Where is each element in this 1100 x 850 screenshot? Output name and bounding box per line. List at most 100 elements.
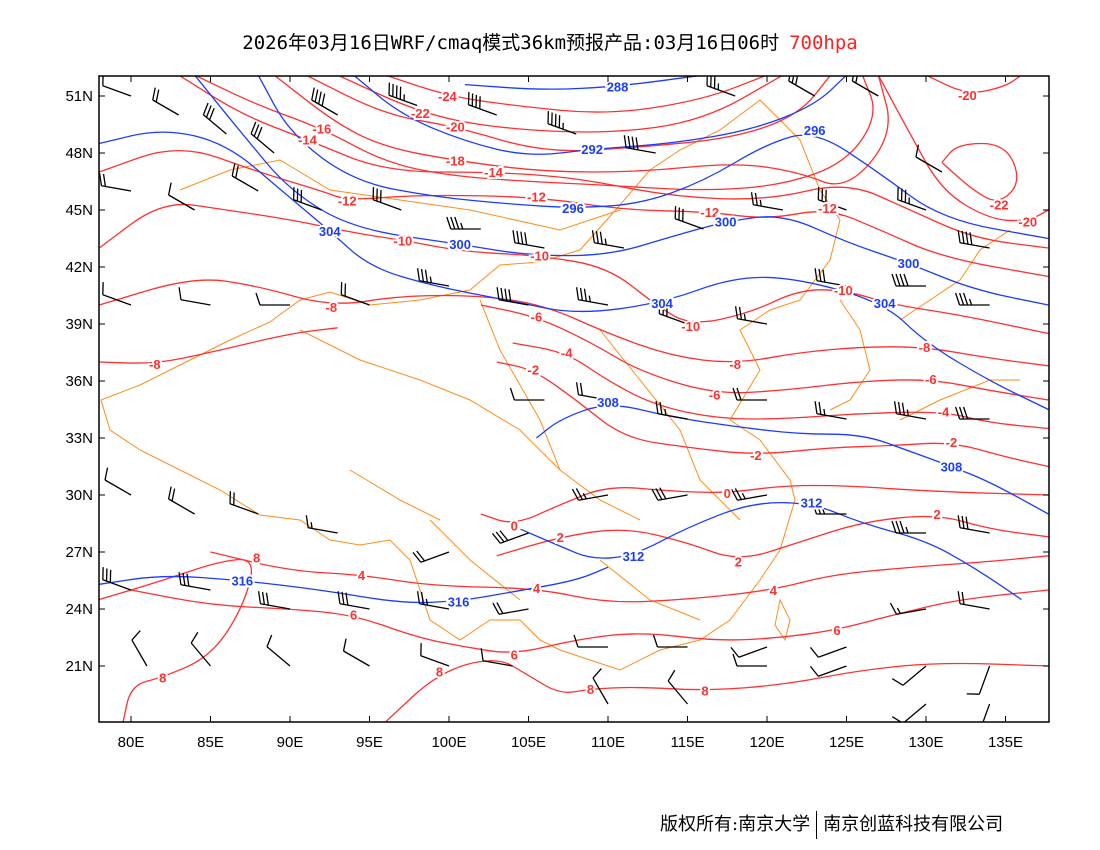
wind-barb — [652, 634, 688, 648]
height-contour-label: 304 — [319, 224, 341, 239]
height-contour-label: 296 — [804, 123, 826, 138]
temperature-contour-line — [496, 515, 1049, 558]
temperature-contour-label: -12 — [527, 190, 546, 205]
temperature-contour-line — [99, 558, 253, 722]
temperature-contour-line — [338, 76, 783, 133]
temperature-contour-label: -8 — [149, 357, 161, 372]
temperature-contour-label: 8 — [587, 682, 594, 697]
height-contour-label: 292 — [581, 142, 603, 157]
height-contour-label: 316 — [231, 574, 253, 589]
wind-barb — [305, 515, 338, 534]
wind-barb — [292, 187, 323, 211]
temperature-contour-label: -12 — [700, 205, 719, 220]
wind-barb — [420, 643, 450, 667]
temperature-contour-line — [480, 484, 1049, 523]
copyright-left: 版权所有:南京大学 — [660, 814, 811, 835]
temperature-contour-line — [99, 327, 338, 364]
wind-barb — [102, 282, 132, 306]
temperature-contour-line — [210, 551, 1049, 603]
height-contour-line — [520, 501, 1022, 601]
wind-barb — [891, 665, 927, 686]
wind-barb — [814, 268, 847, 287]
wind-barb — [416, 268, 450, 287]
wind-barb — [167, 182, 195, 211]
temperature-contour-label: 4 — [358, 568, 366, 583]
china-border — [100, 99, 841, 671]
temperature-contour-label: 8 — [436, 665, 443, 680]
height-contour-label: 312 — [623, 549, 645, 564]
wind-barb — [229, 491, 259, 515]
temperature-contour-line — [99, 279, 1049, 367]
temperature-contours — [99, 76, 1049, 722]
lon-tick-label: 105E — [511, 734, 546, 751]
wind-barb — [667, 669, 688, 705]
lat-tick-label: 27N — [65, 544, 93, 561]
lon-tick-label: 135E — [988, 734, 1023, 751]
copyright-right: 南京创蓝科技有限公司 — [823, 814, 1004, 835]
wind-barb — [817, 187, 847, 211]
lon-tick-label: 85E — [197, 734, 224, 751]
wind-barb — [750, 192, 784, 211]
wind-barb — [788, 76, 816, 97]
temperature-contour-label: -10 — [681, 319, 700, 334]
temperature-contour-label: -12 — [338, 194, 357, 209]
lat-tick-label: 48N — [65, 145, 93, 162]
temperature-contour-label: -8 — [729, 357, 741, 372]
lat-tick-label: 30N — [65, 487, 93, 504]
temperature-contour-label: -2 — [750, 448, 762, 463]
wind-barb — [851, 76, 879, 97]
pressure-level: 700hpa — [789, 32, 858, 54]
temperature-contour-line — [878, 76, 1049, 222]
wind-barb — [730, 488, 768, 501]
temperature-contour-label: -20 — [1018, 214, 1037, 229]
temperature-contour-line — [99, 149, 1049, 278]
height-contour-label: 300 — [898, 256, 920, 271]
wind-barb — [966, 665, 991, 695]
height-contour-line — [464, 76, 702, 90]
lon-tick-label: 80E — [118, 734, 145, 751]
wind-barb — [891, 703, 927, 722]
temperature-contour-label: -10 — [393, 233, 412, 248]
lat-tick-label: 51N — [65, 88, 93, 105]
mongolia-border — [179, 159, 621, 231]
temperature-contour-line — [194, 76, 874, 191]
temperature-contour-label: -4 — [561, 346, 573, 361]
wind-barb — [104, 467, 132, 496]
wind-barb — [416, 591, 450, 610]
wind-barb — [509, 387, 545, 401]
wind-barb — [891, 520, 926, 534]
height-contour-line — [353, 76, 847, 155]
wind-barb — [102, 567, 132, 591]
wind-barb — [311, 87, 339, 116]
height-contour-line — [536, 405, 1049, 515]
wind-barb — [190, 631, 211, 667]
temperature-contour-line — [926, 76, 1022, 93]
temperature-contour-label: 2 — [735, 555, 742, 570]
wind-barb — [178, 572, 211, 591]
wind-barb — [732, 653, 767, 667]
lon-tick-label: 120E — [749, 734, 784, 751]
temperature-contour-label: -14 — [298, 133, 318, 148]
wind-barb — [651, 487, 688, 501]
temperature-contour-label: -20 — [958, 88, 977, 103]
wind-barb — [814, 401, 847, 420]
lat-tick-label: 45N — [65, 202, 93, 219]
temperature-contour-line — [130, 589, 1049, 653]
temperature-contour-line — [306, 76, 831, 152]
height-contour-label: 304 — [874, 296, 896, 311]
wind-barb — [342, 638, 370, 667]
height-contour-label: 316 — [448, 594, 470, 609]
height-contour-label: 300 — [715, 214, 737, 229]
wind-barb — [571, 488, 609, 501]
lon-tick-label: 110E — [591, 734, 625, 751]
wind-barb — [573, 634, 608, 648]
temperature-contour-label: 6 — [350, 608, 357, 623]
temperature-contour-label: -6 — [925, 372, 937, 387]
wind-barb — [811, 501, 847, 515]
wind-barb — [152, 87, 180, 116]
wind-barb — [957, 591, 990, 610]
temperature-contour-label: -8 — [326, 300, 338, 315]
temperature-contour-label: 0 — [511, 518, 518, 533]
wind-barb — [496, 287, 529, 306]
